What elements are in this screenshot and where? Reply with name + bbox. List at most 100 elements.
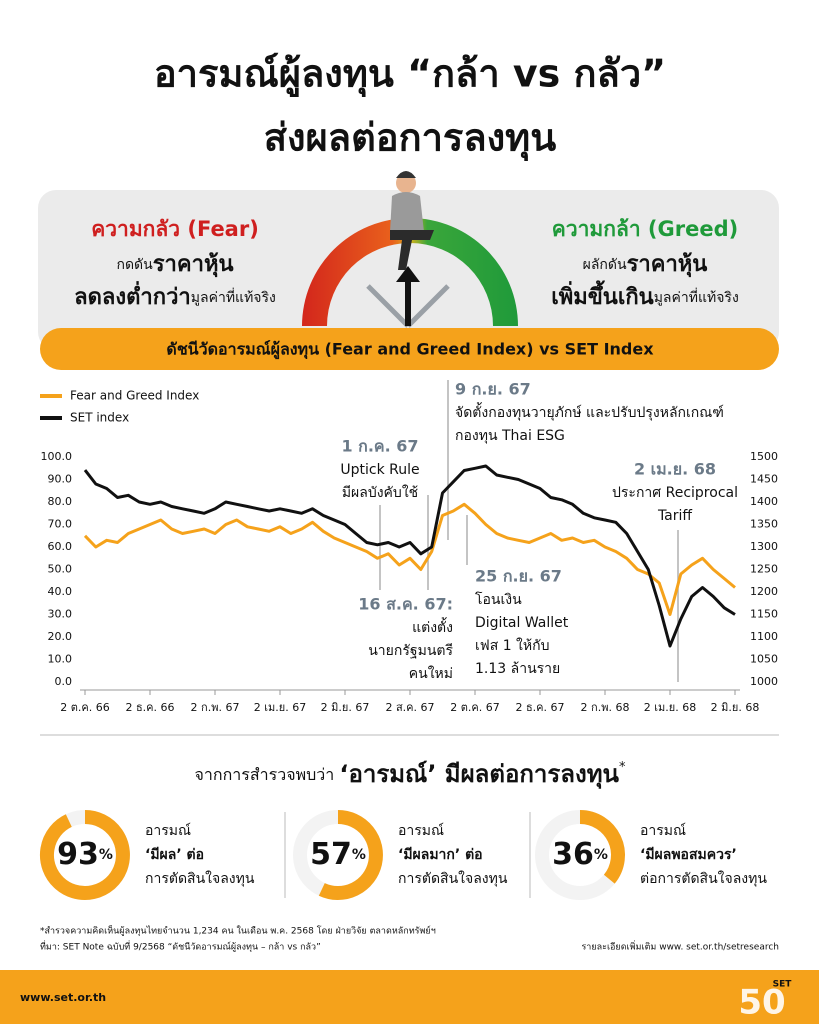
fear-text: ราคาหุ้น (153, 252, 234, 278)
greed-text: เพิ่มขึ้นเกิน (551, 280, 653, 310)
donut-arc (579, 810, 625, 884)
fear-text: กดดันราคาหุ้น (116, 252, 233, 278)
annotation-date: 16 ส.ค. 67: (358, 595, 453, 614)
x-tick-label: 2 มิ.ย. 68 (711, 701, 760, 714)
stat-text: อารมณ์ (398, 822, 444, 839)
fear-text: กดดัน (116, 257, 153, 273)
stat-value: 93% (57, 837, 113, 872)
y2-tick-label: 1250 (750, 563, 778, 576)
annotation-date: 9 ก.ย. 67 (455, 380, 531, 399)
stat-value: 57 (310, 837, 352, 872)
stat-value: 93 (57, 837, 99, 872)
stat-value: 36% (552, 837, 608, 872)
legend-label: Fear and Greed Index (70, 389, 199, 403)
x-tick-label: 2 ธ.ค. 67 (515, 701, 564, 714)
annotation-text: เฟส 1 ให้กับ (475, 637, 549, 654)
stat-text: อารมณ์ (640, 822, 686, 839)
gauge-arrows (366, 284, 450, 328)
footer (0, 970, 819, 1024)
y-tick-label: 100.0 (41, 450, 73, 463)
title: ส่งผลต่อการลงทุน (264, 116, 556, 162)
greed-text: เพิ่มขึ้นเกินมูลค่าที่แท้จริง (551, 280, 739, 310)
legend-label: SET index (70, 411, 129, 425)
stat-text: ‘มีผล’ ต่อ (145, 847, 204, 863)
annotation-text: 1.13 ล้านราย (475, 661, 560, 677)
survey-stats: 93% อารมณ์ ‘มีผล’ ต่อการตัดสินใจลงทุน 57% อา… (40, 810, 767, 900)
series-line (83, 464, 736, 648)
banner (40, 328, 779, 370)
gauge (302, 218, 518, 326)
fear-text: มูลค่าที่แท้จริง (191, 288, 276, 306)
fear-text: ลดลงต่ำกว่า (74, 280, 191, 310)
note: รายละเอียดเพิ่มเติม www. set.or.th/setre… (581, 940, 779, 953)
y2-tick-label: 1200 (750, 585, 778, 598)
y-tick-label: 0.0 (55, 675, 73, 688)
person-icon (390, 171, 434, 270)
annotation-text: Tariff (657, 508, 692, 524)
y2-tick-label: 1050 (750, 653, 778, 666)
banner-text: ดัชนีวัดอารมณ์ผู้ลงทุน (Fear and Greed I… (166, 340, 654, 361)
stat-unit: % (594, 847, 608, 863)
annotation-date: 1 ก.ค. 67 (341, 437, 418, 456)
annotation-text: มีผลบังคับใช้ (342, 484, 418, 501)
annotation-text: โอนเงิน (475, 591, 522, 608)
y2-tick-label: 1350 (750, 518, 778, 531)
x-tick-label: 2 ต.ค. 67 (450, 701, 499, 714)
stat-value: 36 (552, 837, 594, 872)
x-tick-label: 2 เม.ย. 67 (254, 701, 306, 714)
gauge-needle (396, 266, 420, 282)
stat-unit: % (99, 847, 113, 863)
y2-tick-label: 1300 (750, 540, 778, 553)
donut-arc (318, 810, 383, 900)
annotation-text: กองทุน Thai ESG (455, 428, 565, 444)
chart: 0.0 10.0 20.0 30.0 40.0 50.0 60.0 70.0 80.0 90.0 1… (40, 380, 778, 714)
stat-text: อารมณ์ (145, 822, 191, 839)
stat-value: 57% (310, 837, 366, 872)
stat-text: การตัดสินใจลงทุน (145, 870, 255, 887)
y-tick-label: 90.0 (48, 473, 73, 486)
stat-text: การตัดสินใจลงทุน (398, 870, 508, 887)
stat-text: ‘มีผลพอสมควร’ (640, 847, 737, 863)
y-tick-label: 60.0 (48, 540, 73, 553)
survey-title: * (619, 760, 626, 775)
title: อารมณ์ผู้ลงทุน “กล้า vs กลัว” (154, 52, 666, 98)
annotation-date: 2 เม.ย. 68 (634, 460, 716, 479)
stat-text: ‘มีผลมาก’ ต่อ (398, 847, 483, 863)
footer-url: www.set.or.th (20, 991, 106, 1004)
logo: SET (773, 980, 793, 990)
survey-title: ‘อารมณ์’ มีผลต่อการลงทุน (339, 760, 619, 790)
survey-title: จากการสำรวจพบว่า (195, 765, 340, 784)
y-tick-label: 50.0 (48, 563, 73, 576)
greed-text: ผลักดันราคาหุ้น (583, 252, 708, 278)
donut-arc (40, 810, 130, 900)
y2-tick-label: 1000 (750, 675, 778, 688)
x-tick-label: 2 ก.พ. 68 (581, 701, 630, 714)
y-tick-label: 80.0 (48, 495, 73, 508)
x-tick-label: 2 มิ.ย. 67 (321, 701, 370, 714)
x-tick-label: 2 ส.ค. 67 (385, 701, 434, 714)
survey-title: จากการสำรวจพบว่า ‘อารมณ์’ มีผลต่อการลงทุ… (195, 760, 626, 791)
greed-text: มูลค่าที่แท้จริง (654, 288, 739, 306)
fear-text: ลดลงต่ำกว่ามูลค่าที่แท้จริง (74, 280, 276, 310)
annotation-text: แต่งตั้ง (412, 617, 453, 636)
annotation-text: คนใหม่ (409, 665, 453, 682)
annotation-date: 25 ก.ย. 67 (475, 567, 562, 586)
x-tick-label: 2 ก.พ. 67 (191, 701, 240, 714)
y-tick-label: 20.0 (48, 630, 73, 643)
x-tick-label: 2 ต.ค. 66 (60, 701, 109, 714)
fear-title: ความกลัว (Fear) (91, 217, 259, 241)
x-tick-label: 2 เม.ย. 68 (644, 701, 696, 714)
y2-tick-label: 1150 (750, 608, 778, 621)
annotation-text: จัดตั้งกองทุนวายุภักษ์ และปรับปรุงหลักเก… (455, 402, 724, 421)
y2-tick-label: 1450 (750, 473, 778, 486)
y2-tick-label: 1500 (750, 450, 778, 463)
greed-text: ผลักดัน (583, 257, 627, 273)
y-tick-label: 70.0 (48, 518, 73, 531)
note: ที่มา: SET Note ฉบับที่ 9/2568 “ดัชนีวัด… (40, 940, 321, 953)
y2-tick-label: 1100 (750, 630, 778, 643)
annotation-text: Uptick Rule (340, 462, 419, 478)
note: *สำรวจความคิดเห็นผู้ลงทุนไทยจำนวน 1,234 … (40, 924, 436, 937)
annotation-text: ประกาศ Reciprocal (612, 485, 738, 501)
annotation-text: Digital Wallet (475, 615, 569, 631)
